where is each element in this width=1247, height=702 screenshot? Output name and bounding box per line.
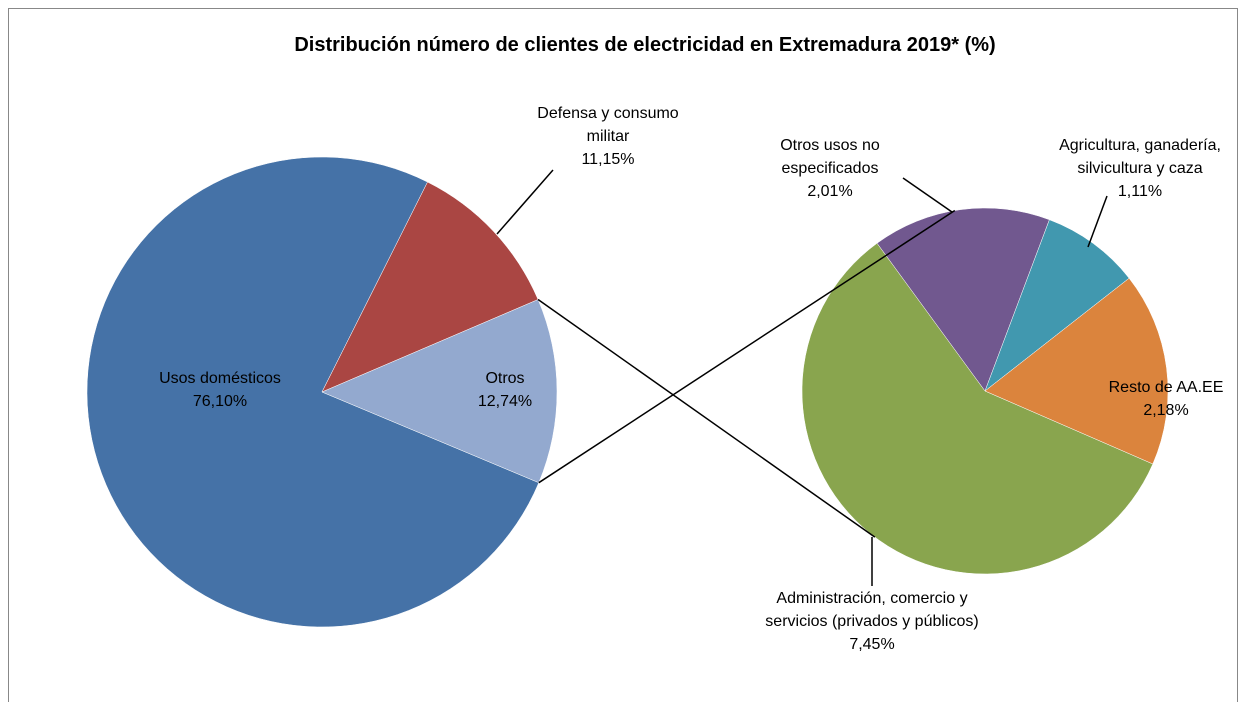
label-name: Otros	[485, 370, 525, 387]
label-name: Agricultura, ganadería, silvicultura y c…	[1059, 137, 1221, 177]
slice-label: Otros usos no especificados 2,01%	[755, 134, 905, 203]
connector-line	[538, 209, 956, 484]
slice-label: Resto de AA.EE 2,18%	[1091, 376, 1241, 422]
slice-label: Defensa y consumo militar 11,15%	[523, 102, 693, 171]
leader-line	[1087, 195, 1108, 248]
label-name: Administración, comercio y servicios (pr…	[765, 590, 979, 630]
label-value: 12,74%	[477, 393, 533, 410]
label-value: 11,15%	[581, 151, 635, 168]
leader-line	[496, 169, 554, 235]
chart-frame	[8, 8, 1238, 702]
label-value: 2,01%	[807, 183, 853, 200]
chart-title: Distribución número de clientes de elect…	[294, 34, 996, 56]
leader-line	[902, 177, 953, 213]
label-value: 76,10%	[192, 393, 248, 410]
slice-label: Administración, comercio y servicios (pr…	[765, 587, 980, 656]
label-name: Usos domésticos	[159, 370, 281, 387]
slice-label: Otros 12,74%	[445, 367, 565, 413]
connector-line	[537, 298, 876, 538]
pie-slice	[876, 207, 1050, 392]
leader-lines	[496, 169, 1108, 586]
slices	[86, 156, 1169, 628]
pie-slice	[984, 219, 1130, 392]
label-value: 2,18%	[1143, 402, 1189, 419]
slice-label: Usos domésticos 76,10%	[120, 367, 320, 413]
pie-slice	[984, 277, 1169, 465]
label-name: Otros usos no especificados	[780, 137, 880, 177]
slice-label: Agricultura, ganadería, silvicultura y c…	[1034, 134, 1246, 203]
label-value: 7,45%	[849, 636, 895, 653]
pie-slice	[321, 299, 558, 484]
pie-slice	[86, 156, 540, 628]
label-name: Resto de AA.EE	[1108, 379, 1224, 396]
label-name: Defensa y consumo militar	[537, 105, 679, 145]
label-value: 1,11%	[1117, 183, 1163, 200]
pie-slice	[321, 181, 539, 393]
